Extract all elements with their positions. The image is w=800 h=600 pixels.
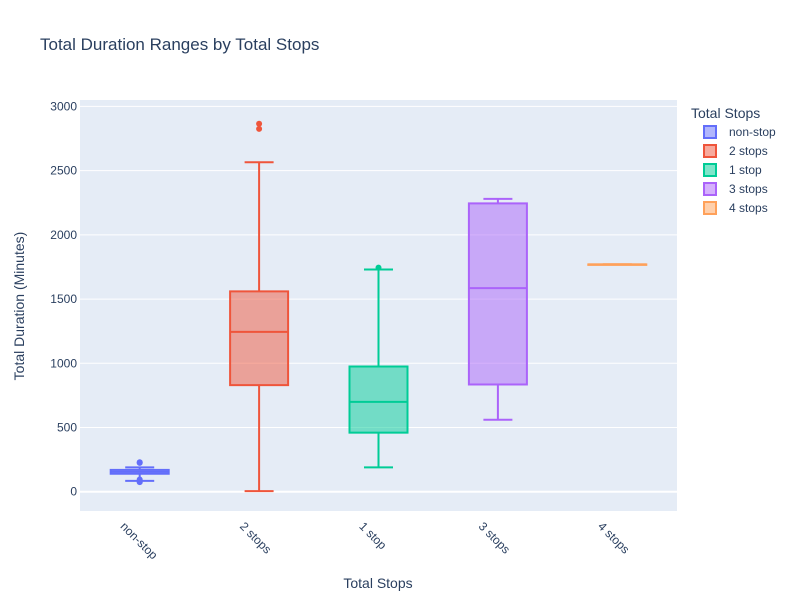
outlier-point — [375, 264, 382, 271]
x-axis-title: Total Stops — [343, 575, 412, 591]
box-non-stop — [109, 459, 170, 486]
legend-item[interactable]: 3 stops — [703, 182, 768, 196]
legend-swatch — [703, 144, 717, 158]
outlier-point — [256, 120, 263, 127]
legend-title: Total Stops — [691, 105, 760, 121]
box-iqr — [467, 202, 528, 386]
legend-swatch — [703, 182, 717, 196]
legend-label: 2 stops — [729, 144, 768, 158]
legend-swatch — [703, 125, 717, 139]
y-tick-label: 2500 — [50, 164, 77, 178]
outlier-point — [256, 125, 263, 132]
x-tick-label: non-stop — [118, 519, 161, 562]
x-tick-label: 1 stop — [356, 519, 389, 552]
legend-swatch — [703, 201, 717, 215]
y-tick-label: 1500 — [50, 292, 77, 306]
y-tick-label: 3000 — [50, 99, 77, 113]
legend: non-stop 2 stops 1 stop 3 stops 4 stops — [703, 125, 776, 215]
y-tick-label: 1000 — [50, 356, 77, 370]
x-tick-label: 3 stops — [476, 519, 513, 556]
y-tick-label: 500 — [57, 421, 77, 435]
legend-label: 1 stop — [729, 163, 762, 177]
outlier-point — [136, 476, 143, 483]
y-tick-label: 0 — [70, 485, 77, 499]
y-axis-title: Total Duration (Minutes) — [11, 232, 27, 381]
x-tick-label: 4 stops — [595, 519, 632, 556]
legend-label: 3 stops — [729, 182, 768, 196]
legend-label: non-stop — [729, 125, 776, 139]
y-tick-label: 2000 — [50, 228, 77, 242]
box-3-stops — [467, 197, 528, 421]
box-2-stops — [229, 120, 290, 493]
legend-label: 4 stops — [729, 201, 768, 215]
box-4-stops — [587, 263, 648, 266]
box-iqr — [348, 365, 409, 434]
legend-swatch — [703, 163, 717, 177]
box-1-stop — [348, 264, 409, 469]
legend-item[interactable]: 2 stops — [703, 144, 768, 158]
x-tick-label: 2 stops — [237, 519, 274, 556]
box-iqr — [229, 290, 290, 387]
legend-item[interactable]: non-stop — [703, 125, 776, 139]
legend-item[interactable]: 4 stops — [703, 201, 768, 215]
legend-item[interactable]: 1 stop — [703, 163, 762, 177]
outlier-point — [136, 459, 143, 466]
chart-title: Total Duration Ranges by Total Stops — [40, 35, 319, 54]
